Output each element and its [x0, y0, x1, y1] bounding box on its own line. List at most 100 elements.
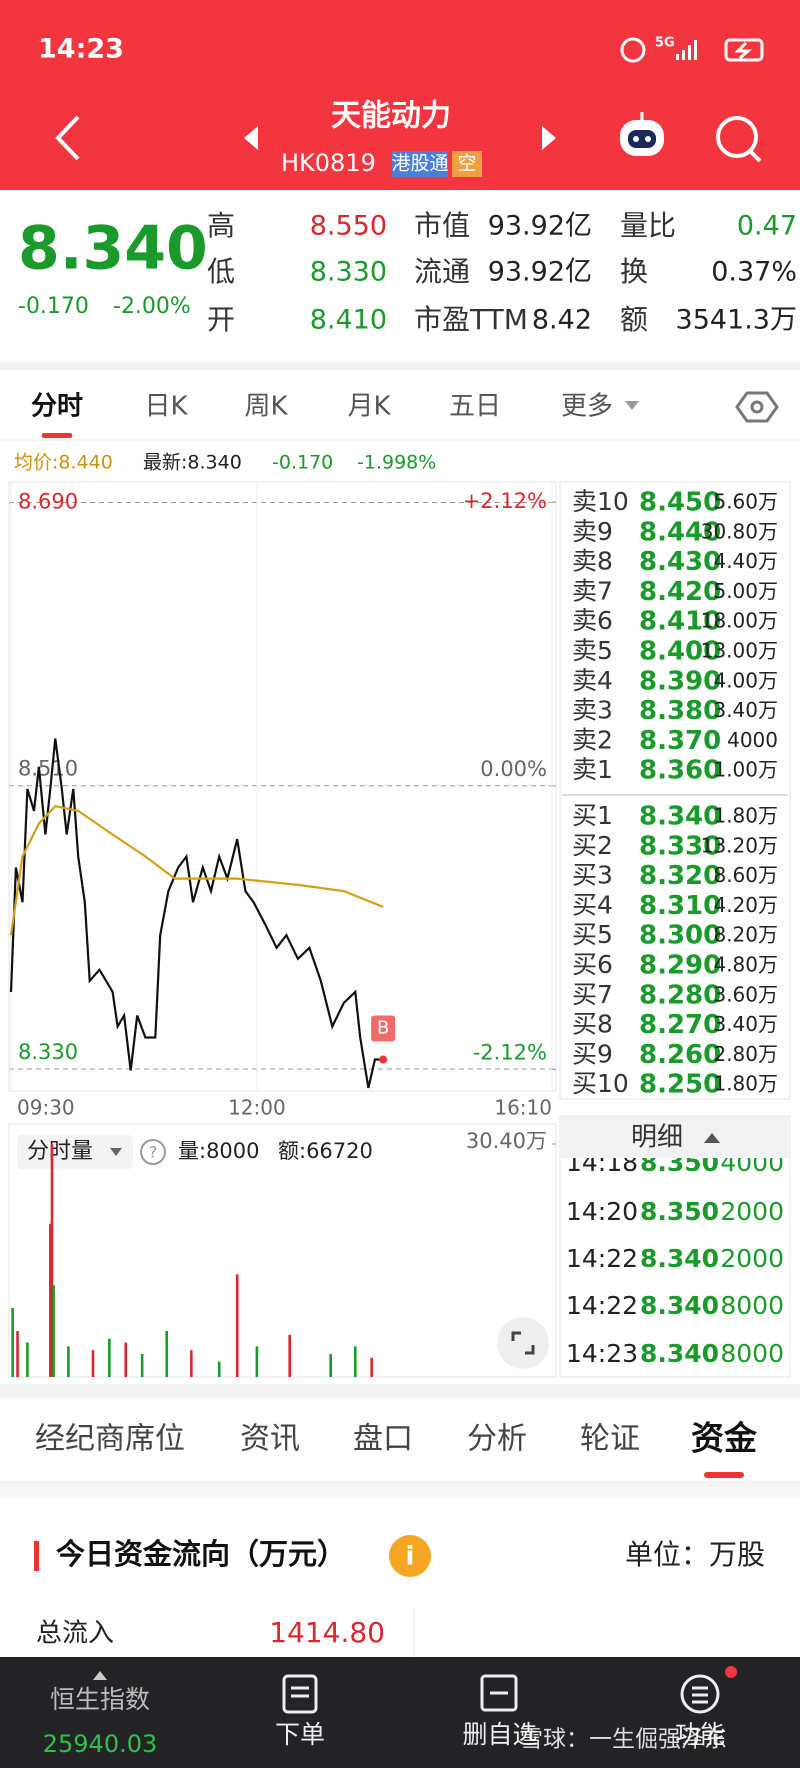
- trade-time: 14:23: [566, 1339, 638, 1368]
- trades-header-bg[interactable]: [560, 1116, 790, 1158]
- stat-value: 8.410: [310, 305, 387, 336]
- book-price: 8.290: [639, 951, 721, 981]
- stat-value: 93.92亿: [488, 211, 592, 242]
- chart-info: 均价:8.440: [14, 452, 113, 474]
- book-label: 买2: [572, 831, 613, 860]
- chart-tab[interactable]: 周K: [244, 392, 288, 422]
- volume-bar: [16, 1331, 19, 1377]
- book-volume: 3.60万: [713, 982, 778, 1006]
- book-volume: 3.40万: [713, 698, 778, 722]
- book-label: 买6: [572, 950, 613, 979]
- detail-tab[interactable]: 轮证: [580, 1422, 640, 1457]
- trade-time: 14:22: [566, 1244, 638, 1273]
- prev-stock[interactable]: [244, 126, 258, 150]
- divider: [0, 1483, 800, 1497]
- settings-icon[interactable]: [735, 391, 779, 423]
- chart-info: -0.170: [272, 452, 333, 474]
- tag-bg: [452, 151, 482, 177]
- volume-bar: [329, 1354, 332, 1377]
- back-button[interactable]: [55, 115, 80, 161]
- book-volume: 4.40万: [713, 549, 778, 573]
- nav-label[interactable]: 下单: [275, 1720, 325, 1749]
- book-label: 卖2: [572, 725, 613, 754]
- signal-bars: [676, 40, 697, 60]
- chart-tab[interactable]: 更多: [561, 392, 613, 422]
- dropdown-arrow: [625, 401, 639, 410]
- menu-icon: [680, 1674, 720, 1714]
- x-tick-label: 12:00: [228, 1096, 286, 1120]
- detail-tab[interactable]: 盘口: [353, 1422, 413, 1457]
- nav-label[interactable]: 功能: [675, 1720, 725, 1749]
- help-icon-glyph: ?: [149, 1143, 158, 1162]
- volume-frame: [8, 1123, 557, 1378]
- stat-label: 流通: [414, 255, 470, 288]
- next-stock[interactable]: [542, 126, 556, 150]
- y2-tick-label: -2.12%: [473, 1041, 547, 1065]
- chart-tab[interactable]: 月K: [347, 392, 391, 422]
- stat-value: 0.47: [737, 211, 797, 242]
- price-line: [9, 738, 384, 1089]
- book-label: 卖8: [572, 547, 613, 576]
- detail-tab[interactable]: 资金: [691, 1419, 758, 1458]
- chart-info: -1.998%: [357, 452, 436, 474]
- book-price: 8.380: [639, 696, 721, 726]
- flow-value: 1414.80: [269, 1616, 385, 1649]
- stat-value: 8.42: [532, 305, 592, 336]
- book-volume: 18.00万: [701, 609, 778, 633]
- stat-label: 市盈TTM: [414, 303, 528, 336]
- volume-bar: [370, 1357, 373, 1377]
- book-volume: 4.00万: [713, 668, 778, 692]
- help-icon[interactable]: [140, 1139, 166, 1165]
- remove-icon: [480, 1674, 518, 1712]
- search-icon[interactable]: [716, 116, 762, 163]
- book-price: 8.330: [639, 831, 721, 861]
- y2-tick-label: 0.00%: [480, 757, 547, 781]
- status-icons: 5G: [620, 36, 764, 63]
- trade-price: 8.340: [640, 1291, 719, 1320]
- stat-value: 0.37%: [711, 257, 797, 288]
- detail-tab[interactable]: 资讯: [240, 1422, 300, 1457]
- y2-tick-label: +2.12%: [463, 489, 547, 513]
- tag-bg: [392, 151, 448, 177]
- volume-bar: [50, 1144, 54, 1377]
- nav-label[interactable]: 恒生指数: [50, 1685, 150, 1714]
- book-volume: 1.80万: [713, 804, 778, 828]
- stat-label: 换: [620, 255, 648, 288]
- price-change: -0.170: [18, 294, 89, 319]
- nav-label[interactable]: 删自选: [462, 1720, 537, 1749]
- chart-tab[interactable]: 分时: [31, 392, 83, 422]
- section-marker: [34, 1541, 39, 1571]
- divider: [0, 362, 800, 370]
- order-book-frame: [559, 481, 791, 1100]
- volume-bar: [353, 1346, 357, 1377]
- book-price: 8.280: [639, 980, 721, 1010]
- expand-button[interactable]: [497, 1317, 549, 1369]
- flow-label: 总流入: [36, 1619, 114, 1649]
- info-icon[interactable]: [389, 1535, 431, 1577]
- book-label: 卖6: [572, 606, 613, 635]
- book-label: 买5: [572, 920, 613, 949]
- book-price: 8.440: [639, 517, 721, 547]
- detail-tab[interactable]: 经纪商席位: [35, 1422, 185, 1457]
- chart-tab[interactable]: 日K: [144, 392, 188, 422]
- volume-bar: [49, 1223, 52, 1377]
- x-tick-label: 16:10: [494, 1096, 552, 1120]
- book-volume: 5.00万: [713, 579, 778, 603]
- watermark: 雪球：一生倔强泽东: [520, 1727, 727, 1753]
- stock-title: 天能动力: [331, 99, 451, 134]
- chart-tab[interactable]: 五日: [449, 392, 501, 422]
- nav-arrow: [93, 1671, 107, 1680]
- stat-label: 高: [207, 209, 235, 242]
- tag: 空: [457, 153, 476, 175]
- trade-marker-bg: [371, 1015, 396, 1042]
- stat-value: 3541.3万: [676, 305, 797, 336]
- detail-tabs: 经纪商席位 资讯 盘口 分析 轮证 资金: [35, 1419, 758, 1478]
- assistant-icon[interactable]: [620, 112, 664, 156]
- info-icon-glyph: i: [406, 1542, 415, 1572]
- tab-indicator: [42, 433, 72, 438]
- detail-tab[interactable]: 分析: [467, 1422, 527, 1457]
- volume-bar: [255, 1346, 259, 1377]
- book-price: 8.430: [639, 547, 721, 577]
- volume-selector[interactable]: [17, 1135, 133, 1169]
- stock-code: HK0819: [281, 149, 376, 177]
